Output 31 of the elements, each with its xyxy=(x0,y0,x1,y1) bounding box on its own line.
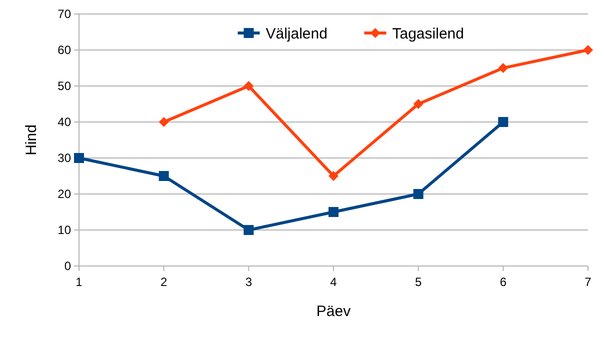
point xyxy=(583,45,593,55)
point xyxy=(498,117,508,127)
y-axis-title: Hind xyxy=(23,124,40,156)
y-tick-label: 10 xyxy=(58,223,72,238)
point xyxy=(244,81,254,91)
point xyxy=(158,171,169,181)
y-tick-label: 70 xyxy=(58,7,72,22)
y-tick-label: 0 xyxy=(64,259,72,274)
x-tick-label: 3 xyxy=(245,275,252,289)
y-tick-label: 20 xyxy=(58,187,72,202)
point xyxy=(328,171,338,181)
point xyxy=(74,153,84,163)
x-tick-label: 5 xyxy=(414,275,422,289)
point xyxy=(244,225,254,235)
x-axis-title: Päev xyxy=(316,303,352,320)
point xyxy=(413,99,424,109)
point xyxy=(498,63,508,73)
point xyxy=(158,117,169,127)
point xyxy=(328,207,338,217)
x-tick-label: 6 xyxy=(500,275,507,289)
legend-label: Väljalend xyxy=(266,25,328,42)
y-tick-label: 40 xyxy=(58,115,72,130)
y-tick-label: 30 xyxy=(58,151,72,166)
y-tick-label: 60 xyxy=(58,43,72,58)
x-tick-label: 1 xyxy=(76,275,83,289)
point xyxy=(413,189,424,199)
y-tick-label: 50 xyxy=(58,79,72,94)
x-tick-label: 4 xyxy=(330,275,338,289)
legend-label: Tagasilend xyxy=(392,25,464,42)
x-tick-label: 7 xyxy=(584,275,592,289)
x-tick-label: 2 xyxy=(160,275,168,289)
